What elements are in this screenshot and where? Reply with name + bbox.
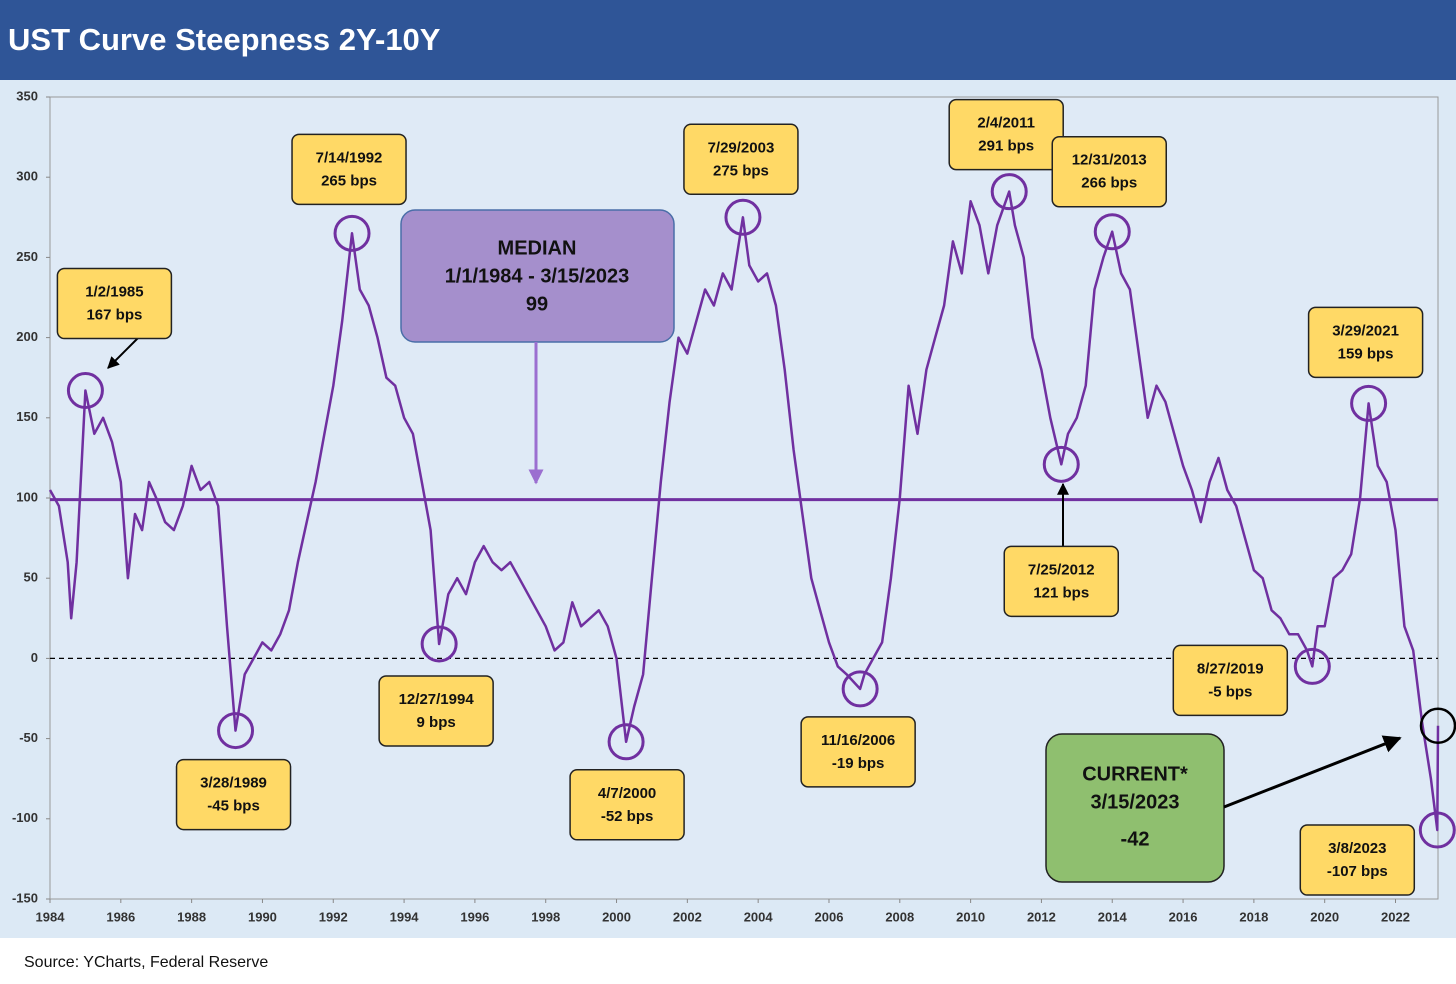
annotation-box	[1172, 644, 1289, 717]
annotation-marker	[1418, 811, 1456, 849]
median-title: MEDIAN	[498, 237, 577, 259]
annotation-date: 7/14/1992	[316, 149, 383, 166]
annotation-marker	[1042, 445, 1080, 483]
annotation-marker	[1350, 384, 1388, 422]
annotation-box	[291, 133, 407, 206]
annotation-marker	[333, 214, 371, 252]
x-tick-label: 2022	[1381, 909, 1410, 924]
annotation-label: 265 bps	[321, 172, 377, 189]
annotation-date: 7/29/2003	[708, 139, 775, 156]
current-value: -42	[1121, 828, 1150, 850]
current-date: 3/15/2023	[1091, 791, 1180, 813]
annotation-date: 11/16/2006	[821, 732, 895, 749]
annotation-marker	[217, 712, 255, 750]
y-tick-label: 200	[16, 329, 38, 344]
annotation-label: 291 bps	[978, 138, 1034, 155]
y-tick-label: -100	[12, 810, 38, 825]
annotation-date: 1/2/1985	[85, 284, 143, 301]
annotation-label: -52 bps	[601, 808, 654, 825]
annotation-label: 121 bps	[1033, 584, 1089, 601]
y-tick-label: 0	[31, 650, 38, 665]
annotation-marker	[607, 723, 645, 761]
header	[0, 0, 1456, 80]
annotation-box	[1003, 545, 1120, 618]
annotation-marker	[841, 670, 879, 708]
x-tick-label: 1992	[319, 909, 348, 924]
annotation-marker	[724, 198, 762, 236]
annotation-date: 3/8/2023	[1328, 840, 1386, 857]
x-tick-label: 2006	[815, 909, 844, 924]
x-tick-label: 1994	[390, 909, 420, 924]
y-tick-label: 150	[16, 409, 38, 424]
x-tick-label: 1988	[177, 909, 206, 924]
annotation-box	[1307, 306, 1424, 379]
annotation-label: 266 bps	[1081, 175, 1137, 192]
annotation-label: -107 bps	[1327, 863, 1388, 880]
y-tick-label: -50	[19, 730, 38, 745]
annotation-label: -45 bps	[207, 798, 260, 815]
y-tick-label: 300	[16, 169, 38, 184]
x-tick-label: 2014	[1098, 909, 1128, 924]
annotation-date: 7/25/2012	[1028, 561, 1095, 578]
median-value: 99	[526, 293, 548, 315]
annotation-box	[948, 98, 1064, 171]
x-tick-label: 1986	[106, 909, 135, 924]
annotation-date: 12/31/2013	[1072, 152, 1147, 169]
annotation-date: 4/7/2000	[598, 785, 656, 802]
annotation-label: -19 bps	[832, 755, 885, 772]
current-box	[1045, 733, 1225, 883]
chart-title: UST Curve Steepness 2Y-10Y	[8, 22, 441, 57]
annotation-date: 3/29/2021	[1332, 322, 1399, 339]
x-tick-label: 2008	[885, 909, 914, 924]
y-tick-label: 250	[16, 249, 38, 264]
x-tick-label: 1990	[248, 909, 277, 924]
annotation-box	[175, 758, 292, 831]
annotation-label: 9 bps	[417, 714, 456, 731]
annotation-arrow	[107, 337, 139, 369]
annotation-date: 12/27/1994	[399, 691, 475, 708]
annotation-label: 275 bps	[713, 162, 769, 179]
median-range: 1/1/1984 - 3/15/2023	[445, 265, 630, 287]
x-tick-label: 2018	[1239, 909, 1268, 924]
y-tick-label: 350	[16, 88, 38, 103]
annotation-box	[800, 716, 916, 788]
annotation-label: 159 bps	[1338, 345, 1394, 362]
x-tick-label: 2020	[1310, 909, 1339, 924]
current-arrow	[1223, 735, 1402, 809]
x-tick-label: 1984	[36, 909, 66, 924]
annotation-marker	[1293, 647, 1331, 685]
annotation-label: 167 bps	[86, 307, 142, 324]
annotation-marker	[1093, 213, 1131, 251]
annotation-box	[683, 123, 799, 196]
annotation-label: -5 bps	[1208, 683, 1252, 700]
annotation-marker	[990, 173, 1028, 211]
annotation-box	[378, 675, 494, 747]
annotation-box	[56, 267, 173, 340]
x-tick-label: 2016	[1169, 909, 1198, 924]
series-line	[48, 190, 1440, 832]
y-tick-label: 50	[24, 570, 38, 585]
y-tick-label: -150	[12, 890, 38, 905]
x-tick-label: 2000	[602, 909, 631, 924]
annotation-box	[1299, 824, 1416, 896]
y-tick-label: 100	[16, 489, 38, 504]
annotation-date: 3/28/1989	[200, 775, 267, 792]
x-tick-label: 1996	[460, 909, 489, 924]
annotation-date: 2/4/2011	[977, 115, 1035, 132]
source: Source: YCharts, Federal Reserve	[24, 954, 268, 971]
x-tick-label: 2010	[956, 909, 985, 924]
x-tick-label: 2002	[673, 909, 702, 924]
x-tick-label: 1998	[531, 909, 560, 924]
x-tick-label: 2004	[744, 909, 774, 924]
current-marker	[1419, 707, 1456, 745]
annotation-box	[1051, 135, 1167, 208]
current-title: CURRENT*	[1082, 763, 1188, 785]
annotation-marker	[66, 372, 104, 410]
annotation-marker	[420, 625, 458, 663]
annotation-box	[569, 769, 685, 841]
x-tick-label: 2012	[1027, 909, 1056, 924]
annotation-date: 8/27/2019	[1197, 660, 1264, 677]
